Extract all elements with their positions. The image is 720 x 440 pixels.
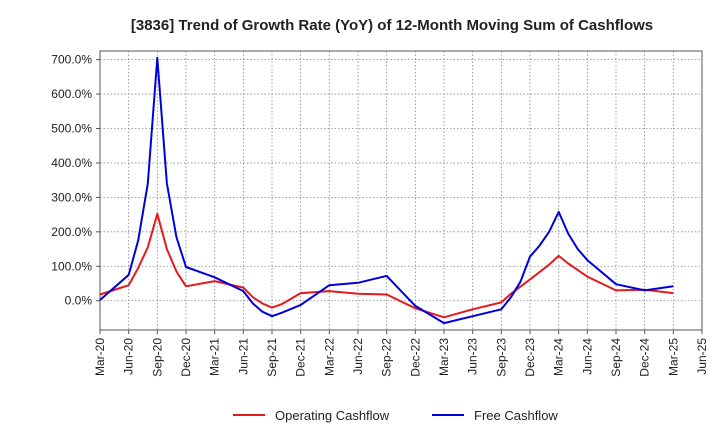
legend: Operating Cashflow Free Cashflow <box>233 408 558 423</box>
x-tick-label: Jun-22 <box>351 338 365 375</box>
x-axis-ticks: Mar-20 Jun-20 Sep-20 Dec-20 Mar-21 Jun-21 Sep-… <box>93 330 709 377</box>
x-tick-label: Jun-23 <box>466 338 480 375</box>
chart-title: [3836] Trend of Growth Rate (YoY) of 12-… <box>131 17 653 34</box>
series-line-free-cashflow <box>99 56 674 325</box>
x-tick-label: Mar-21 <box>208 338 222 376</box>
x-tick-label: Mar-23 <box>437 338 451 376</box>
x-tick-label: Mar-20 <box>93 338 107 376</box>
y-tick-label: 300.0% <box>51 190 92 204</box>
x-tick-label: Dec-24 <box>638 338 652 377</box>
x-tick-label: Sep-21 <box>265 338 279 377</box>
y-tick-label: 200.0% <box>51 225 92 239</box>
y-tick-label: 100.0% <box>51 259 92 273</box>
series-lines <box>99 56 674 325</box>
x-tick-label: Sep-23 <box>494 338 508 377</box>
x-tick-label: Mar-24 <box>552 338 566 376</box>
grid-lines <box>100 51 702 330</box>
legend-label-free-cashflow: Free Cashflow <box>474 408 558 423</box>
x-tick-label: Dec-20 <box>179 338 193 377</box>
x-tick-label: Dec-22 <box>408 338 422 377</box>
x-tick-label: Mar-25 <box>666 338 680 376</box>
y-tick-label: 0.0% <box>65 294 93 308</box>
x-tick-label: Dec-21 <box>294 338 308 377</box>
y-tick-label: 700.0% <box>51 53 92 67</box>
x-tick-label: Jun-20 <box>122 338 136 375</box>
x-tick-label: Sep-22 <box>380 338 394 377</box>
series-line-operating-cashflow <box>99 212 674 319</box>
x-tick-label: Dec-23 <box>523 338 537 377</box>
x-tick-label: Mar-22 <box>322 338 336 376</box>
x-tick-label: Jun-24 <box>580 338 594 375</box>
y-axis-ticks: 0.0% 100.0% 200.0% 300.0% 400.0% 500.0% 600.0%… <box>51 53 100 308</box>
x-tick-label: Jun-25 <box>695 338 709 375</box>
x-tick-label: Sep-24 <box>609 338 623 377</box>
y-tick-label: 600.0% <box>51 87 92 101</box>
x-tick-label: Sep-20 <box>150 338 164 377</box>
y-tick-label: 500.0% <box>51 122 92 136</box>
x-tick-label: Jun-21 <box>236 338 250 375</box>
legend-label-operating-cashflow: Operating Cashflow <box>275 408 390 423</box>
y-tick-label: 400.0% <box>51 156 92 170</box>
